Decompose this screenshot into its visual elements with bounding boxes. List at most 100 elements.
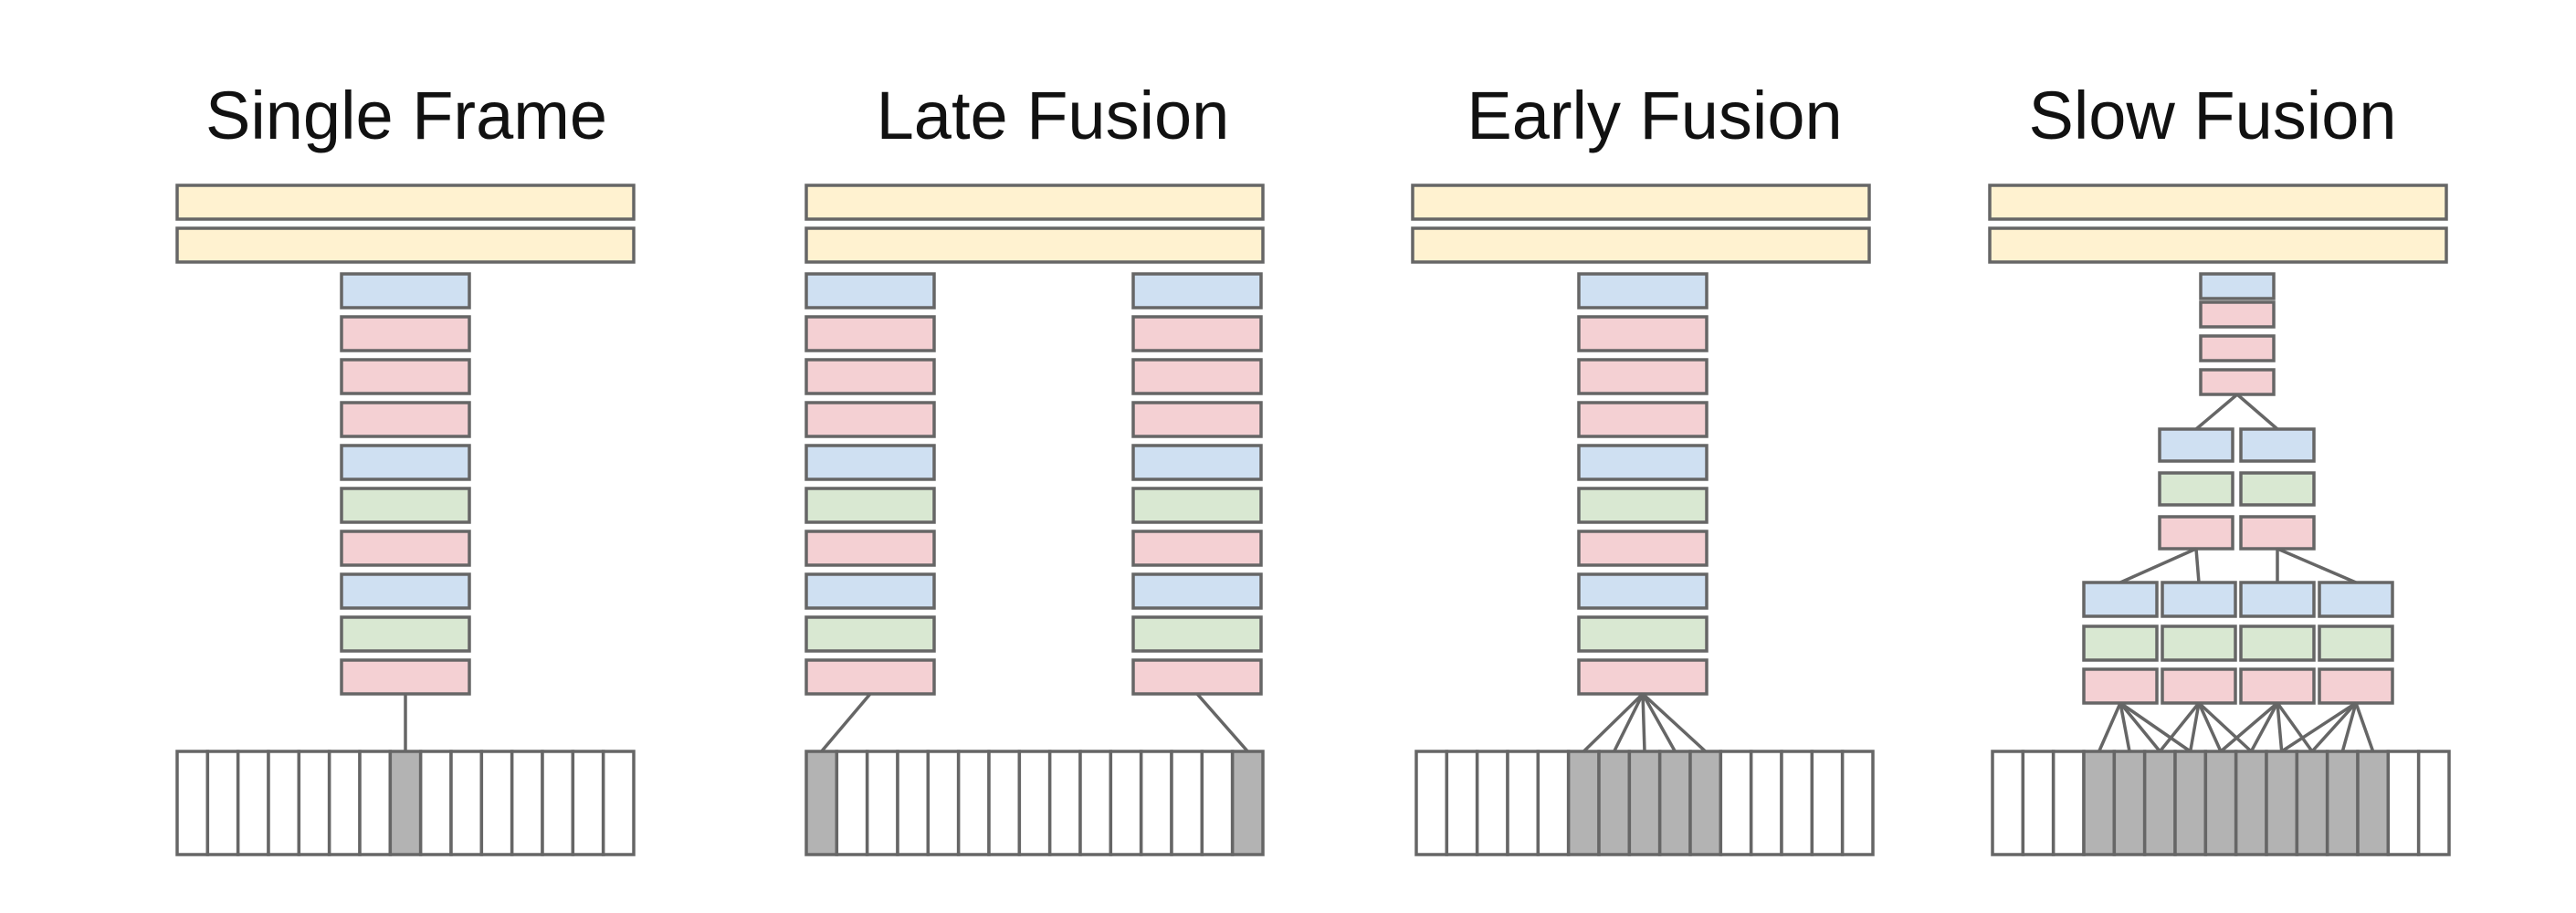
slow-fusion-frame-active <box>2173 750 2208 856</box>
late-fusion-frame <box>1170 750 1204 856</box>
late-fusion-frame-active <box>1230 750 1265 856</box>
late-fusion-left-layer-blue <box>804 272 936 310</box>
late-fusion-right-layer-blue <box>1131 272 1263 310</box>
late-fusion-connector <box>1195 692 1249 753</box>
slow-fusion-frame-active <box>2203 750 2238 856</box>
single-frame-frame <box>418 750 453 856</box>
panel-late-fusion: Late Fusion <box>877 78 1230 153</box>
late-fusion-right-layer-green <box>1131 487 1263 524</box>
early-fusion-layer-red <box>1577 658 1709 696</box>
late-fusion-fc-layer <box>804 226 1265 264</box>
early-fusion-frame <box>1414 750 1449 856</box>
panel-single-frame: Single Frame <box>205 78 607 153</box>
single-frame-layer-green <box>340 615 471 653</box>
slow-fusion-connector <box>2197 701 2253 753</box>
early-fusion-fc-layer <box>1411 226 1871 264</box>
early-fusion-connector <box>1641 693 1646 752</box>
slow-fusion-frame <box>2416 750 2451 856</box>
late-fusion-frame <box>1139 750 1173 856</box>
slow-fusion-layer-blue <box>2239 581 2316 618</box>
slow-fusion-frame-active <box>2325 750 2360 856</box>
single-frame-fc-layer <box>175 226 636 264</box>
single-frame-frame <box>449 750 484 856</box>
slow-fusion-fc-layer <box>1988 184 2448 221</box>
slow-fusion-layer-red <box>2199 368 2276 396</box>
diagram-shapes <box>175 184 2451 856</box>
slow-fusion-layer-blue <box>2239 427 2316 463</box>
slow-fusion-frame-active <box>2265 750 2299 856</box>
late-fusion-left-layer-green <box>804 615 936 653</box>
slow-fusion-connector <box>2119 547 2197 584</box>
early-fusion-layer-green <box>1577 487 1709 524</box>
early-fusion-frame-active <box>1657 750 1692 856</box>
panel-slow-fusion: Slow Fusion <box>2028 78 2396 153</box>
early-fusion-frame <box>1780 750 1814 856</box>
early-fusion-layer-blue <box>1577 572 1709 610</box>
early-fusion-layer-blue <box>1577 444 1709 481</box>
slow-fusion-layer-blue <box>2199 272 2276 300</box>
early-fusion-frame-active <box>1566 750 1601 856</box>
slow-fusion-layer-red <box>2239 515 2316 551</box>
early-fusion-frame-active <box>1688 750 1723 856</box>
late-fusion-left-layer-red <box>804 315 936 352</box>
slow-fusion-frame-active <box>2112 750 2147 856</box>
slow-fusion-layer-green <box>2239 624 2316 662</box>
slow-fusion-layer-red <box>2158 515 2234 551</box>
slow-fusion-layer-green <box>2082 624 2159 662</box>
early-fusion-connector <box>1641 693 1677 752</box>
early-fusion-layer-red <box>1577 315 1709 352</box>
single-frame-frame <box>297 750 331 856</box>
late-fusion-frame <box>956 750 991 856</box>
late-fusion-right-layer-blue <box>1131 444 1263 481</box>
early-fusion-frame <box>1840 750 1875 856</box>
single-frame-frame <box>510 750 544 856</box>
slow-fusion-connector <box>2197 702 2223 752</box>
single-frame-frame <box>479 750 514 856</box>
slow-fusion-frame <box>2051 750 2086 856</box>
slow-fusion-connector <box>2119 701 2192 753</box>
slow-fusion-connector <box>2098 702 2122 752</box>
single-frame-layer-red <box>340 530 471 567</box>
single-frame-frame <box>571 750 605 856</box>
early-fusion-layer-red <box>1577 358 1709 395</box>
single-frame-layer-blue <box>340 572 471 610</box>
single-frame-frame-active <box>388 750 423 856</box>
slow-fusion-connector <box>2219 701 2279 753</box>
late-fusion-left-layer-red <box>804 530 936 567</box>
late-fusion-frame <box>1047 750 1082 856</box>
slow-fusion-frame-active <box>2082 750 2117 856</box>
early-fusion-fc-layer <box>1411 184 1871 221</box>
single-frame-layer-green <box>340 487 471 524</box>
late-fusion-left-layer-red <box>804 658 936 696</box>
single-frame-layer-red <box>340 658 471 696</box>
panel-title-early-fusion: Early Fusion <box>1467 78 1842 153</box>
early-fusion-connector <box>1613 693 1645 752</box>
slow-fusion-frame-active <box>2356 750 2391 856</box>
late-fusion-frame <box>865 750 899 856</box>
slow-fusion-layer-green <box>2318 624 2394 662</box>
late-fusion-frame <box>1078 750 1113 856</box>
panel-title-slow-fusion: Slow Fusion <box>2028 78 2396 153</box>
early-fusion-layer-red <box>1577 530 1709 567</box>
slow-fusion-layer-red <box>2199 300 2276 329</box>
late-fusion-frame-active <box>804 750 839 856</box>
early-fusion-frame-active <box>1597 750 1632 856</box>
single-frame-frame <box>236 750 270 856</box>
slow-fusion-connector <box>2340 702 2358 752</box>
late-fusion-right-layer-red <box>1131 315 1263 352</box>
slow-fusion-layer-green <box>2239 471 2316 507</box>
early-fusion-layer-red <box>1577 401 1709 438</box>
late-fusion-left-layer-blue <box>804 444 936 481</box>
slow-fusion-fc-layer <box>1988 226 2448 264</box>
early-fusion-layer-green <box>1577 615 1709 653</box>
late-fusion-right-layer-blue <box>1131 572 1263 610</box>
panel-title-late-fusion: Late Fusion <box>877 78 1230 153</box>
late-fusion-right-layer-red <box>1131 358 1263 395</box>
slow-fusion-layer-blue <box>2082 581 2159 618</box>
slow-fusion-layer-red <box>2082 667 2159 705</box>
slow-fusion-connector <box>2354 702 2375 752</box>
late-fusion-right-layer-red <box>1131 401 1263 438</box>
early-fusion-frame <box>1810 750 1845 856</box>
late-fusion-left-layer-red <box>804 358 936 395</box>
slow-fusion-frame-active <box>2295 750 2329 856</box>
